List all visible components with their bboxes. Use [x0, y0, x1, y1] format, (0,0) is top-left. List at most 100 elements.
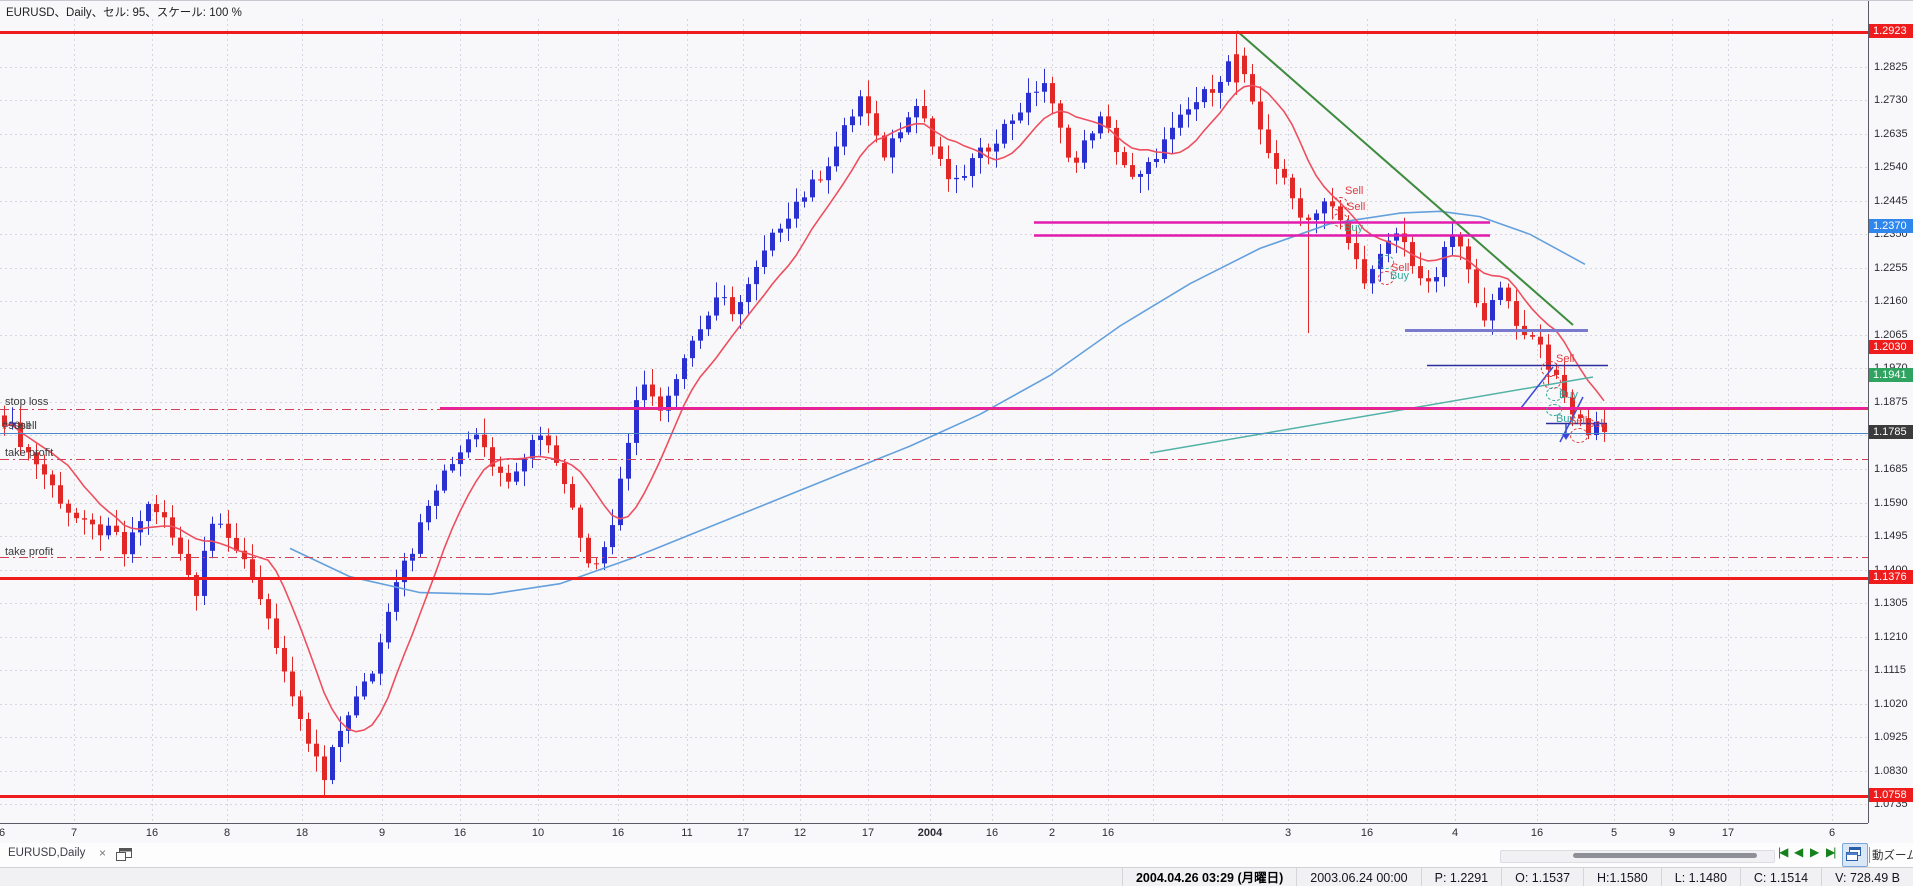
date-tick-label[interactable]: 16 [453, 827, 467, 839]
date-tick-label[interactable]: 16 [985, 827, 999, 839]
tab-close-icon[interactable]: × [99, 846, 107, 860]
candle-body [1114, 127, 1119, 153]
candle-body [1090, 133, 1095, 141]
sell-arrow-icon [1562, 434, 1570, 440]
date-tick-label[interactable]: 16 [611, 827, 625, 839]
date-tick-label[interactable]: 17 [861, 827, 875, 839]
candle-body [762, 250, 767, 268]
candle-body [722, 297, 727, 299]
candle-body [1074, 157, 1079, 163]
candle-body [258, 577, 263, 600]
price-tick-label: 1.1875 [1874, 395, 1908, 408]
price-tick-label: 1.1685 [1874, 463, 1908, 475]
date-tick-label[interactable]: 16 [145, 827, 159, 839]
candle-body [1418, 266, 1423, 279]
candle-body [1122, 152, 1127, 166]
date-tick-label[interactable]: 16 [1101, 827, 1115, 839]
date-tick-label[interactable]: 4 [1451, 827, 1459, 839]
candle-body [946, 158, 951, 180]
candle-body [866, 96, 871, 114]
candle-body [378, 642, 383, 674]
date-tick-label[interactable]: 8 [223, 827, 231, 839]
date-tick-label[interactable]: 12 [793, 827, 807, 839]
price-badge: 1.2370 [1869, 219, 1913, 233]
candle-body [1234, 54, 1239, 83]
date-tick-label[interactable]: 11 [681, 827, 693, 839]
candle-body [1586, 418, 1591, 435]
candle-body [170, 517, 175, 538]
candle-body [498, 466, 503, 473]
date-tick-label[interactable]: 6 [0, 827, 5, 839]
date-tick-label[interactable]: 10 [531, 827, 545, 839]
candle-body [1442, 247, 1447, 278]
candle-body [650, 384, 655, 397]
candle-body [154, 504, 159, 513]
candle-body [314, 743, 319, 757]
date-tick-label[interactable]: 2004 [917, 827, 943, 839]
date-tick-label[interactable]: 9 [1668, 827, 1676, 839]
chart-canvas[interactable] [0, 1, 1868, 823]
price-tick-label: 1.2065 [1874, 328, 1908, 341]
candle-body [18, 422, 23, 448]
new-window-icon[interactable] [115, 847, 133, 867]
date-tick-label[interactable]: 6 [1828, 827, 1836, 839]
candle-body [1322, 201, 1327, 214]
chart-plot-area[interactable]: EURUSD、Daily、セル: 95、スケール: 100 % stop los… [0, 1, 1868, 823]
candle-body [250, 559, 255, 578]
candle-body [1482, 303, 1487, 321]
candle-body [802, 197, 807, 202]
date-tick-label[interactable]: 5 [1610, 827, 1618, 839]
chart-nav-button[interactable]: ▶| [1826, 845, 1836, 859]
scrollbar-thumb[interactable] [1573, 853, 1757, 858]
horizontal-scrollbar[interactable] [1500, 850, 1775, 863]
candle-body [1298, 198, 1303, 218]
auto-zoom-label[interactable]: 動ズーム [1869, 847, 1913, 863]
date-tick-label[interactable]: 2 [1048, 827, 1056, 839]
price-axis[interactable]: 1.2825 1.2730 1.2635 1.2540 1.2445 1.2350 1.22… [1868, 1, 1913, 823]
date-tick-label[interactable]: 3 [1284, 827, 1292, 839]
date-axis[interactable]: 6 7 16 8 18 9 16 10 16 11 17 12 17 2004 16 2 16 3 16 4 16 5 9 1… [0, 823, 1868, 844]
candle-body [218, 523, 223, 525]
date-tick-label[interactable]: 16 [1530, 827, 1544, 839]
candle-body [66, 503, 71, 513]
candle-body [82, 518, 87, 520]
status-cell: H:1.1580 [1583, 868, 1661, 886]
chart-nav-button[interactable]: |◀ [1778, 845, 1788, 859]
candle-body [242, 550, 247, 560]
candle-body [658, 396, 663, 411]
candle-body [394, 582, 399, 612]
candle-body [466, 439, 471, 453]
candle-body [122, 531, 127, 555]
candle-body [754, 267, 759, 285]
status-cell: C: 1.1514 [1739, 868, 1821, 886]
candle-body [1402, 233, 1407, 243]
buy-signal-ellipse [1378, 255, 1394, 269]
date-tick-label[interactable]: 17 [1721, 827, 1735, 839]
date-tick-label[interactable]: 18 [295, 827, 309, 839]
date-tick-label[interactable]: 17 [736, 827, 750, 839]
status-cell: O: 1.1537 [1501, 868, 1583, 886]
candle-body [506, 472, 511, 482]
candle-body [1050, 83, 1055, 104]
candle-body [1434, 277, 1439, 282]
slow-ma-line [289, 210, 1586, 596]
candle-body [1130, 165, 1135, 177]
candle-body [954, 177, 959, 180]
price-tick-label: 1.1210 [1874, 630, 1908, 643]
candle-body [1162, 139, 1167, 159]
chart-nav-button[interactable]: ▶ [1810, 845, 1819, 859]
buy-signal-ellipse [1546, 387, 1564, 401]
candle-body [274, 618, 279, 648]
candle-body [1210, 89, 1215, 93]
date-tick-label[interactable]: 16 [1360, 827, 1374, 839]
chart-nav-button[interactable]: ◀ [1794, 845, 1803, 859]
tab-eurusd-daily[interactable]: EURUSD,Daily [8, 847, 86, 859]
date-tick-label[interactable]: 7 [70, 827, 78, 839]
price-tick-label: 1.2160 [1874, 295, 1908, 308]
candle-body [1386, 240, 1391, 254]
date-tick-label[interactable]: 9 [378, 827, 386, 839]
cascade-windows-icon[interactable] [1842, 843, 1868, 867]
candle-body [538, 435, 543, 440]
candle-body [442, 470, 447, 491]
price-badge: 1.2923 [1869, 24, 1913, 38]
